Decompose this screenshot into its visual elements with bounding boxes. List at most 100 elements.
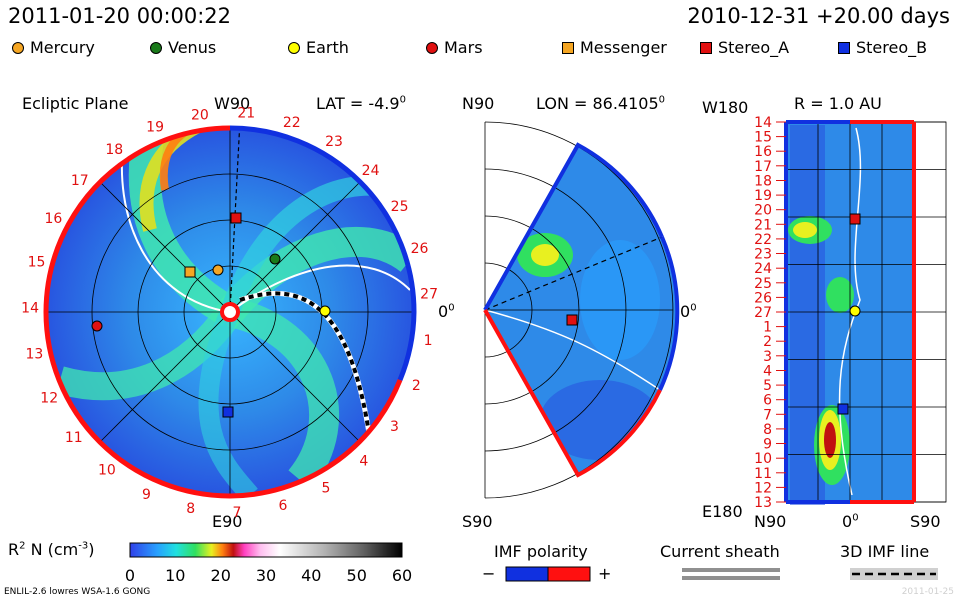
sector-label: 15 [28, 254, 46, 270]
radial-row-label: 3 [763, 349, 772, 365]
polarity-rim-positive [483, 309, 662, 478]
radial-row-label: 27 [754, 305, 772, 321]
polarity-minus-label: − [482, 564, 496, 583]
radial-0-label: 00 [842, 512, 859, 531]
radial-row-label: 12 [754, 480, 772, 496]
radial-row-label: 5 [763, 378, 772, 394]
radial-row-label: 19 [754, 188, 772, 204]
radial-e180-label: E180 [702, 502, 743, 521]
legend-venus: Venus [150, 38, 216, 57]
stereo-b-marker-icon [838, 41, 850, 54]
radial-row-label: 20 [754, 203, 772, 219]
sector-label: 1 [424, 333, 433, 349]
radial-r-label: R = 1.0 AU [794, 94, 882, 113]
radial-row-label: 4 [763, 364, 772, 380]
meridional-0-label: 00 [680, 302, 697, 321]
imf-polarity-title: IMF polarity [494, 542, 588, 561]
radial-row-label: 16 [754, 144, 772, 160]
sector-label: 21 [237, 106, 255, 122]
current-sheath-swatch [682, 568, 780, 572]
radial-row-label: 7 [763, 407, 772, 423]
current-sheath-line [485, 309, 661, 391]
sector-label: 11 [65, 430, 83, 446]
sector-label: 5 [321, 481, 330, 497]
messenger-icon [184, 266, 196, 278]
radial-row-label: 22 [754, 232, 772, 248]
legend-stereo-a: Stereo_A [700, 38, 789, 57]
meridional-plane-plot [483, 121, 680, 499]
spiral-arm [128, 128, 238, 327]
density-peak [824, 422, 836, 458]
radial-n90-label: N90 [754, 512, 787, 531]
density-core [531, 244, 559, 266]
venus-marker-icon [150, 41, 162, 54]
legend-mercury: Mercury [12, 38, 95, 57]
stereo-a-icon [849, 213, 861, 225]
radial-row-label: 24 [754, 261, 772, 277]
radial-row-label: 8 [763, 422, 772, 438]
stereo-a-icon [230, 212, 242, 224]
model-run-label: 2010-12-31 +20.00 days [687, 4, 950, 28]
polarity-rim-positive [43, 125, 403, 499]
sector-label: 18 [105, 142, 123, 158]
polarity-negative-swatch [505, 566, 549, 582]
ecliptic-lat-label: LAT = -4.90 [316, 94, 406, 113]
ecliptic-title: Ecliptic Plane [22, 94, 129, 113]
sector-label: 8 [186, 501, 195, 517]
radial-row-label: 2 [763, 334, 772, 350]
footer-date: 2011-01-25 [901, 587, 954, 597]
radial-row-label: 15 [754, 130, 772, 146]
meridional-s90-label: S90 [462, 512, 493, 531]
radial-row-label: 25 [754, 276, 772, 292]
mercury-icon [212, 264, 224, 276]
sector-label: 3 [390, 419, 399, 435]
stereo-b-icon [837, 403, 849, 415]
sector-label: 26 [411, 241, 429, 257]
radial-row-label: 6 [763, 393, 772, 409]
density-blob [826, 277, 854, 313]
radial-row-label: 18 [754, 174, 772, 190]
stereo-a-marker-icon [700, 41, 712, 54]
sector-label: 24 [362, 163, 380, 179]
radial-row-label: 26 [754, 290, 772, 306]
legend-messenger: Messenger [562, 38, 667, 57]
current-sheath-title: Current sheath [660, 542, 780, 561]
spiral-arm [226, 297, 339, 490]
radial-row-label: 23 [754, 247, 772, 263]
mercury-marker-icon [12, 41, 24, 54]
radial-row-label: 13 [754, 495, 772, 511]
colorbar-tick-label: 40 [301, 566, 321, 585]
sector-label: 2 [412, 378, 421, 394]
sector-label: 10 [98, 463, 116, 479]
sector-label: 22 [283, 115, 301, 131]
legend-mars: Mars [426, 38, 483, 57]
sector-label: 16 [44, 211, 62, 227]
polarity-rim-negative [658, 236, 680, 391]
stereo-b-icon [222, 406, 234, 418]
stereo-a-icon [566, 314, 578, 326]
radial-map-plot: 1415161718192021222324252627123456789101… [754, 115, 947, 511]
earth-icon [849, 305, 861, 317]
sector-label: 13 [25, 347, 43, 363]
radial-row-label: 1 [763, 320, 772, 336]
radial-row-label: 17 [754, 159, 772, 175]
earth-icon [319, 305, 331, 317]
sector-label: 23 [325, 134, 343, 150]
sector-label: 12 [40, 391, 58, 407]
legend-earth: Earth [288, 38, 349, 57]
radial-row-label: 10 [754, 451, 772, 467]
sector-label: 20 [191, 107, 209, 123]
density-core [793, 222, 817, 238]
colorbar-tick-label: 30 [256, 566, 276, 585]
colorbar-label: R2 N (cm-3) [8, 540, 95, 559]
colorbar-tick-label: 60 [392, 566, 412, 585]
colorbar-tick-label: 50 [347, 566, 367, 585]
density-region [580, 240, 660, 360]
meridional-lon-label: LON = 86.41050 [536, 94, 666, 113]
legend-stereo-b: Stereo_B [838, 38, 927, 57]
colorbar [129, 542, 403, 558]
current-sheath-swatch [682, 576, 780, 580]
imf-line-title: 3D IMF line [840, 542, 930, 561]
sun-icon [220, 302, 240, 322]
